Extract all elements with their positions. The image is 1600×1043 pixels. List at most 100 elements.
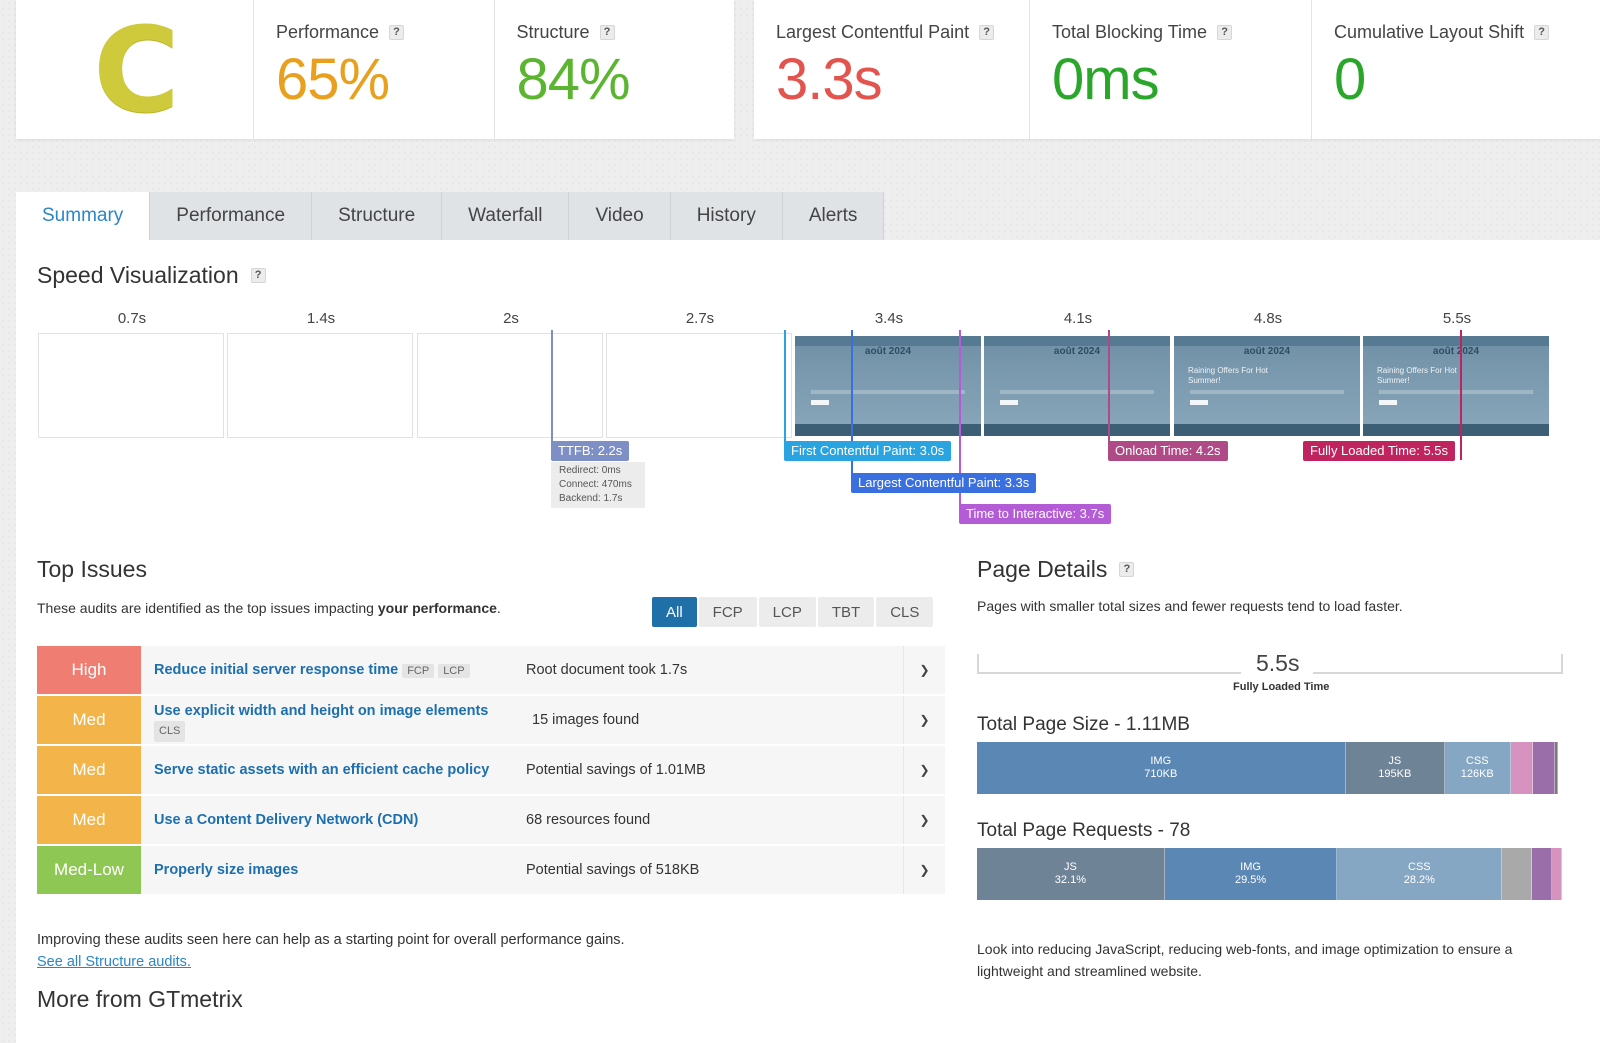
cls-label: Cumulative Layout Shift bbox=[1334, 22, 1525, 42]
fully-loaded-line bbox=[1460, 330, 1462, 460]
timeline-tick: 5.5s bbox=[1442, 310, 1472, 327]
tab-alerts[interactable]: Alerts bbox=[782, 192, 885, 240]
issue-tag: LCP bbox=[438, 664, 470, 678]
chevron-down-icon[interactable]: ❯ bbox=[903, 646, 945, 694]
tab-performance[interactable]: Performance bbox=[150, 192, 313, 240]
filter-cls[interactable]: CLS bbox=[876, 597, 934, 627]
issue-row[interactable]: High Reduce initial server response time… bbox=[37, 646, 945, 694]
timeline-tick: 4.8s bbox=[1253, 310, 1283, 327]
chevron-down-icon[interactable]: ❯ bbox=[903, 696, 945, 744]
page-requests-segment[interactable] bbox=[1502, 848, 1532, 900]
page-details-title: Page Details? bbox=[977, 556, 1135, 583]
issue-row[interactable]: Med-Low Properly size images Potential s… bbox=[37, 846, 945, 894]
page-size-segment[interactable] bbox=[1510, 742, 1533, 794]
lcp-label: Largest Contentful Paint bbox=[776, 22, 970, 42]
page-size-segment-img[interactable]: IMG 710KB bbox=[977, 742, 1346, 794]
help-icon[interactable]: ? bbox=[1534, 25, 1550, 40]
page-requests-segment-img[interactable]: IMG 29.5% bbox=[1164, 848, 1338, 900]
help-icon[interactable]: ? bbox=[1217, 25, 1233, 40]
filmstrip-frame-blank[interactable] bbox=[227, 333, 413, 438]
filter-lcp[interactable]: LCP bbox=[758, 597, 816, 627]
tab-history[interactable]: History bbox=[670, 192, 783, 240]
filmstrip-screenshot[interactable]: août 2024 Raining Offers For Hot Summer! bbox=[1174, 336, 1360, 436]
timeline-tick: 0.7s bbox=[117, 310, 147, 327]
issue-info: Potential savings of 1.01MB bbox=[526, 762, 706, 778]
issue-title-text[interactable]: Use explicit width and height on image e… bbox=[154, 703, 489, 719]
performance-label: Performance bbox=[276, 22, 380, 42]
issue-title[interactable]: Reduce initial server response time FCP LC… bbox=[154, 662, 470, 678]
filmstrip-frame-blank[interactable] bbox=[38, 333, 224, 438]
summary-panel: Speed Visualization? 0.7s 1.4s 2s 2.7s 3… bbox=[16, 240, 1600, 1043]
lcp-line bbox=[851, 330, 853, 490]
page-size-segment[interactable] bbox=[1554, 742, 1559, 794]
fcp-marker: First Contentful Paint: 3.0s bbox=[784, 441, 952, 461]
help-icon[interactable]: ? bbox=[250, 268, 266, 283]
page-requests-segment-css[interactable]: CSS 28.2% bbox=[1337, 848, 1503, 900]
lcp-metric: Largest Contentful Paint? 3.3s bbox=[754, 0, 1030, 139]
issue-title[interactable]: Use a Content Delivery Network (CDN) bbox=[154, 812, 419, 828]
page-requests-segment[interactable] bbox=[1531, 848, 1553, 900]
help-icon[interactable]: ? bbox=[1119, 562, 1135, 577]
segment-name: IMG bbox=[1150, 755, 1172, 767]
timeline-start-cap bbox=[977, 654, 979, 674]
timeline-tick: 2s bbox=[503, 310, 519, 327]
page-requests-segment-js[interactable]: JS 32.1% bbox=[977, 848, 1165, 900]
page-requests-segment[interactable] bbox=[1552, 848, 1562, 900]
issue-title-text[interactable]: Reduce initial server response time bbox=[154, 662, 399, 678]
chevron-down-icon[interactable]: ❯ bbox=[903, 846, 945, 894]
desc-bold: your performance bbox=[377, 600, 497, 616]
severity-badge: Med bbox=[37, 746, 141, 794]
segment-value: 32.1% bbox=[1054, 874, 1086, 886]
issue-filters: All FCP LCP TBT CLS bbox=[652, 597, 934, 627]
screenshot-promo: Raining Offers For Hot Summer! bbox=[1377, 366, 1457, 385]
timeline-tick: 2.7s bbox=[685, 310, 715, 327]
page-size-segment[interactable] bbox=[1532, 742, 1555, 794]
filter-all[interactable]: All bbox=[652, 597, 697, 627]
help-icon[interactable]: ? bbox=[389, 25, 405, 40]
tab-waterfall[interactable]: Waterfall bbox=[442, 192, 570, 240]
issue-row[interactable]: Med Use a Content Delivery Network (CDN)… bbox=[37, 796, 945, 844]
lcp-marker: Largest Contentful Paint: 3.3s bbox=[851, 473, 1037, 493]
filter-fcp[interactable]: FCP bbox=[698, 597, 757, 627]
issue-row[interactable]: Med Serve static assets with an efficien… bbox=[37, 746, 945, 794]
filter-tbt[interactable]: TBT bbox=[817, 597, 875, 627]
filmstrip-screenshot[interactable]: août 2024 Raining Offers For Hot Summer! bbox=[1363, 336, 1549, 436]
onload-line bbox=[1108, 330, 1110, 460]
screenshot-date: août 2024 bbox=[1432, 346, 1480, 357]
performance-value: 65% bbox=[276, 47, 390, 112]
web-vitals-card: Largest Contentful Paint? 3.3s Total Blo… bbox=[754, 0, 1600, 139]
top-issues-description: These audits are identified as the top i… bbox=[37, 600, 501, 616]
filmstrip-frame-blank[interactable] bbox=[417, 333, 603, 438]
tab-summary[interactable]: Summary bbox=[16, 192, 151, 240]
help-icon[interactable]: ? bbox=[599, 25, 615, 40]
onload-marker: Onload Time: 4.2s bbox=[1108, 441, 1228, 461]
severity-badge: Med bbox=[37, 796, 141, 844]
tab-structure[interactable]: Structure bbox=[312, 192, 443, 240]
segment-name: CSS bbox=[1408, 861, 1431, 873]
issue-title[interactable]: Use explicit width and height on image e… bbox=[154, 702, 488, 742]
issue-info: 15 images found bbox=[532, 712, 640, 728]
grade-card: C Performance? 65% Structure? 84% bbox=[16, 0, 734, 139]
structure-label: Structure bbox=[516, 22, 590, 42]
help-icon[interactable]: ? bbox=[979, 25, 995, 40]
page-size-segment-js[interactable]: JS 195KB bbox=[1345, 742, 1445, 794]
filmstrip-screenshot[interactable]: août 2024 bbox=[795, 336, 981, 436]
chevron-down-icon[interactable]: ❯ bbox=[903, 746, 945, 794]
structure-value: 84% bbox=[516, 47, 631, 112]
chevron-down-icon[interactable]: ❯ bbox=[903, 796, 945, 844]
tab-video[interactable]: Video bbox=[569, 192, 671, 240]
issue-info: Root document took 1.7s bbox=[526, 662, 688, 678]
tbt-label: Total Blocking Time bbox=[1052, 22, 1208, 42]
issue-row[interactable]: Med Use explicit width and height on ima… bbox=[37, 696, 945, 744]
filmstrip-screenshot[interactable]: août 2024 bbox=[984, 336, 1170, 436]
more-from-gtmetrix-title: More from GTmetrix bbox=[37, 986, 243, 1012]
page-size-segment-css[interactable]: CSS 126KB bbox=[1444, 742, 1511, 794]
performance-score: Performance? 65% bbox=[254, 0, 495, 139]
filmstrip-frame-blank[interactable] bbox=[606, 333, 792, 438]
lcp-value: 3.3s bbox=[776, 47, 883, 112]
segment-value: 195KB bbox=[1378, 768, 1412, 780]
issue-title[interactable]: Properly size images bbox=[154, 862, 299, 878]
tbt-value: 0ms bbox=[1052, 47, 1160, 112]
see-all-structure-audits-link[interactable]: See all Structure audits. bbox=[37, 954, 191, 970]
issue-title[interactable]: Serve static assets with an efficient ca… bbox=[154, 762, 490, 778]
